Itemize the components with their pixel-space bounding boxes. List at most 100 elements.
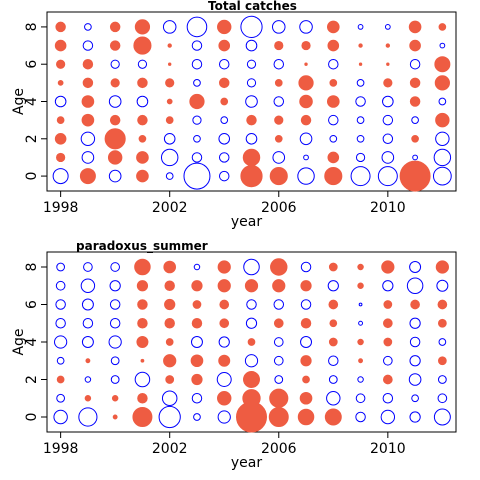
positive-residual-bubble <box>437 356 447 366</box>
negative-residual-bubble <box>245 132 258 145</box>
negative-residual-bubble <box>433 408 451 426</box>
negative-residual-bubble <box>56 356 65 365</box>
positive-residual-bubble <box>137 393 148 404</box>
negative-residual-bubble <box>380 409 396 425</box>
positive-residual-bubble <box>399 160 431 192</box>
positive-residual-bubble <box>273 318 284 329</box>
negative-residual-bubble <box>358 320 364 326</box>
negative-residual-bubble <box>165 172 174 180</box>
negative-residual-bubble <box>412 154 418 161</box>
positive-residual-bubble <box>300 318 312 329</box>
positive-residual-bubble <box>385 43 391 48</box>
negative-residual-bubble <box>56 262 66 272</box>
positive-residual-bubble <box>358 62 363 66</box>
negative-residual-bubble <box>191 58 203 70</box>
positive-residual-bubble <box>409 39 421 52</box>
positive-residual-bubble <box>217 260 231 274</box>
negative-residual-bubble <box>356 134 365 143</box>
negative-residual-bubble <box>273 299 285 310</box>
y-tick-label: 2 <box>24 134 40 143</box>
negative-residual-bubble <box>273 337 284 347</box>
positive-residual-bubble <box>133 36 152 55</box>
positive-residual-bubble <box>383 300 393 309</box>
positive-residual-bubble <box>244 279 259 293</box>
y-tick-label: 6 <box>24 300 40 309</box>
negative-residual-bubble <box>409 355 421 367</box>
positive-residual-bubble <box>137 299 148 310</box>
positive-residual-bubble <box>435 112 450 128</box>
positive-residual-bubble <box>435 260 449 274</box>
positive-residual-bubble <box>434 75 450 91</box>
x-tick-label: 2002 <box>152 200 188 216</box>
negative-residual-bubble <box>218 132 231 145</box>
negative-residual-bubble <box>300 299 312 310</box>
x-tick-label: 1998 <box>43 200 79 216</box>
y-tick-label: 8 <box>24 263 40 272</box>
positive-residual-bubble <box>326 95 340 108</box>
negative-residual-bubble <box>382 280 394 292</box>
negative-residual-bubble <box>438 338 447 346</box>
positive-residual-bubble <box>383 337 393 347</box>
negative-residual-bubble <box>110 262 120 272</box>
negative-residual-bubble <box>328 114 339 126</box>
negative-residual-bubble <box>193 79 201 87</box>
positive-residual-bubble <box>107 150 123 165</box>
positive-residual-bubble <box>137 114 148 126</box>
negative-residual-bubble <box>218 336 230 348</box>
positive-residual-bubble <box>137 318 148 329</box>
negative-residual-bubble <box>186 16 208 38</box>
bubble-layer <box>53 258 451 433</box>
positive-residual-bubble <box>411 134 419 143</box>
y-tick-label: 0 <box>24 172 40 181</box>
positive-residual-bubble <box>408 20 422 34</box>
positive-residual-bubble <box>165 116 174 124</box>
x-tick-label: 2006 <box>261 441 297 457</box>
positive-residual-bubble <box>327 39 340 52</box>
negative-residual-bubble <box>271 20 286 34</box>
negative-residual-bubble <box>82 318 94 329</box>
positive-residual-bubble <box>327 151 340 164</box>
negative-residual-bubble <box>382 114 394 126</box>
negative-residual-bubble <box>411 116 419 124</box>
negative-residual-bubble <box>355 152 366 163</box>
negative-residual-bubble <box>409 411 421 423</box>
negative-residual-bubble <box>382 133 394 145</box>
panel-title: paradoxus_summer <box>76 239 208 254</box>
positive-residual-bubble <box>136 151 149 164</box>
positive-residual-bubble <box>136 336 149 348</box>
positive-residual-bubble <box>272 279 286 293</box>
positive-residual-bubble <box>434 56 451 73</box>
positive-residual-bubble <box>269 388 289 408</box>
positive-residual-bubble <box>381 260 395 274</box>
negative-residual-bubble <box>191 152 203 163</box>
positive-residual-bubble <box>329 79 338 87</box>
positive-residual-bubble <box>326 20 340 34</box>
negative-residual-bubble <box>409 317 421 329</box>
negative-residual-bubble <box>273 58 285 70</box>
positive-residual-bubble <box>358 358 364 364</box>
negative-residual-bubble <box>245 317 258 329</box>
negative-residual-bubble <box>80 278 96 293</box>
positive-residual-bubble <box>164 318 175 329</box>
negative-residual-bubble <box>355 96 366 107</box>
positive-residual-bubble <box>166 98 173 105</box>
positive-residual-bubble <box>85 358 91 364</box>
positive-residual-bubble <box>218 77 230 89</box>
positive-residual-bubble <box>110 78 120 88</box>
negative-residual-bubble <box>193 263 201 271</box>
negative-residual-bubble <box>299 132 313 146</box>
negative-residual-bubble <box>328 58 339 70</box>
negative-residual-bubble <box>162 20 177 34</box>
negative-residual-bubble <box>244 354 259 368</box>
negative-residual-bubble <box>246 59 257 69</box>
negative-residual-bubble <box>350 166 371 187</box>
negative-residual-bubble <box>246 78 257 88</box>
positive-residual-bubble <box>109 114 121 126</box>
negative-residual-bubble <box>84 376 92 383</box>
negative-residual-bubble <box>384 24 391 30</box>
positive-residual-bubble <box>191 318 203 329</box>
negative-residual-bubble <box>327 280 339 292</box>
positive-residual-bubble <box>79 168 96 185</box>
negative-residual-bubble <box>436 279 449 292</box>
